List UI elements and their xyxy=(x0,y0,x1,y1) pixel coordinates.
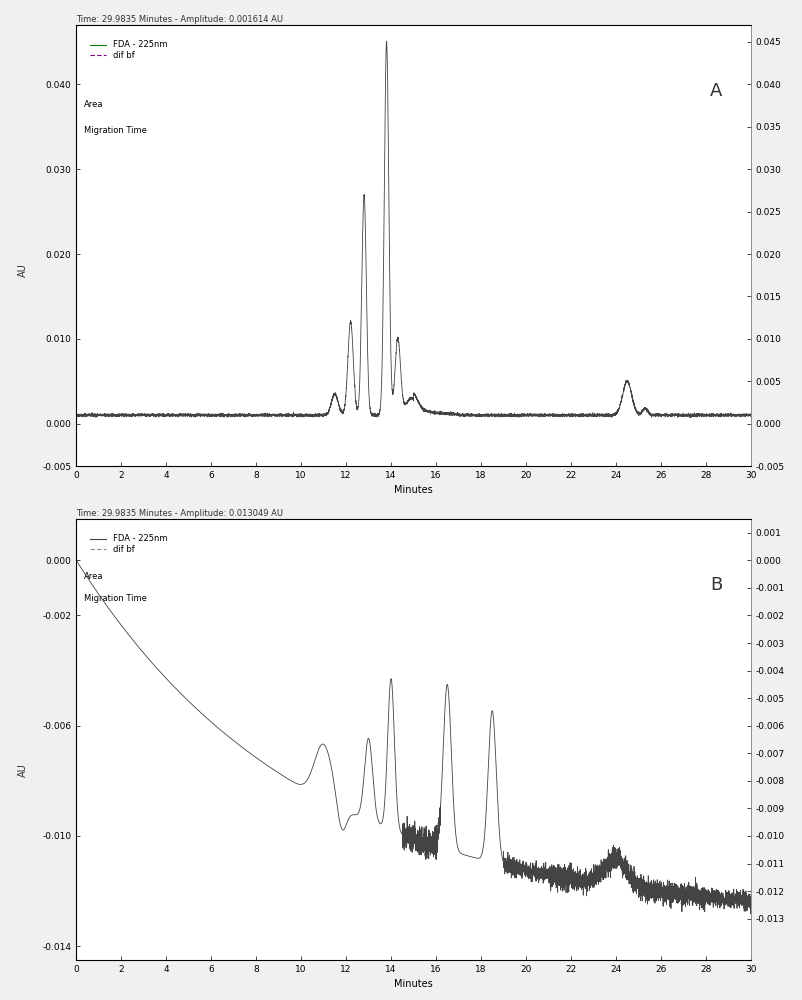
Legend: FDA - 225nm, dif bf: FDA - 225nm, dif bf xyxy=(87,38,170,63)
Text: Migration Time: Migration Time xyxy=(84,126,147,135)
Text: Area: Area xyxy=(84,100,103,109)
Text: AU: AU xyxy=(18,263,27,277)
X-axis label: Minutes: Minutes xyxy=(394,979,432,989)
Text: AU: AU xyxy=(18,763,27,777)
Text: Migration Time: Migration Time xyxy=(84,594,147,603)
Legend: FDA - 225nm, dif bf: FDA - 225nm, dif bf xyxy=(87,532,170,557)
Text: Time: 29.9835 Minutes - Amplitude: 0.001614 AU: Time: 29.9835 Minutes - Amplitude: 0.001… xyxy=(76,15,283,24)
Text: Time: 29.9835 Minutes - Amplitude: 0.013049 AU: Time: 29.9835 Minutes - Amplitude: 0.013… xyxy=(76,509,283,518)
Text: A: A xyxy=(710,82,722,100)
Text: Area: Area xyxy=(84,572,103,581)
X-axis label: Minutes: Minutes xyxy=(394,485,432,495)
Text: B: B xyxy=(710,576,722,594)
